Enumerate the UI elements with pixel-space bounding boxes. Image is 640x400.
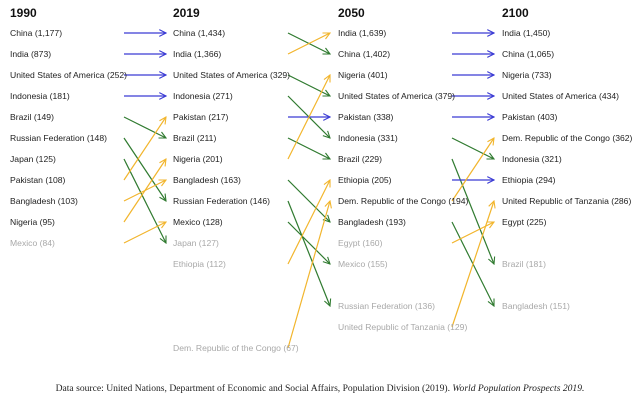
rank-arrow-up (287, 180, 330, 265)
country-entry: Bangladesh (163) (173, 175, 241, 185)
country-entry: Japan (127) (173, 238, 219, 248)
country-entry: Dem. Republic of the Congo (194) (338, 196, 469, 206)
country-entry: China (1,402) (338, 49, 391, 59)
rank-arrow-up (123, 222, 166, 244)
country-entry: Pakistan (338) (338, 112, 394, 122)
country-entry: China (1,065) (502, 49, 555, 59)
country-entry: Egypt (160) (338, 238, 383, 248)
country-entry: Bangladesh (193) (338, 217, 406, 227)
rank-arrow-down (451, 158, 494, 264)
country-entry: United Republic of Tanzania (286) (502, 196, 632, 206)
rank-arrow-down (123, 158, 166, 243)
rank-arrow-up (287, 33, 330, 55)
country-entry: Brazil (181) (502, 259, 546, 269)
country-entry: Mexico (84) (10, 238, 55, 248)
country-entry: Indonesia (181) (10, 91, 70, 101)
country-entry: Nigeria (401) (338, 70, 388, 80)
country-entry: Russian Federation (148) (10, 133, 107, 143)
country-entry: Nigeria (201) (173, 154, 223, 164)
country-entry: Pakistan (108) (10, 175, 66, 185)
footer-text: Data source: United Nations, Department … (55, 383, 453, 394)
country-entry: United States of America (329) (173, 70, 291, 80)
country-entry: Russian Federation (136) (338, 301, 435, 311)
country-entry: Dem. Republic of the Congo (67) (173, 343, 299, 353)
footer-publication-title: World Population Prospects 2019. (452, 383, 585, 394)
country-entry: Pakistan (217) (173, 112, 229, 122)
country-entry: Bangladesh (103) (10, 196, 78, 206)
country-entry: Ethiopia (112) (173, 259, 226, 269)
country-entry: India (1,639) (338, 28, 387, 38)
country-entry: Indonesia (271) (173, 91, 233, 101)
rank-arrow-down (287, 179, 330, 222)
country-entry: Mexico (128) (173, 217, 223, 227)
country-entry: China (1,434) (173, 28, 226, 38)
country-entry: Bangladesh (151) (502, 301, 570, 311)
country-entry: Japan (125) (10, 154, 56, 164)
country-entry: United States of America (252) (10, 70, 128, 80)
rank-arrow-down (287, 74, 330, 96)
data-source-footer: Data source: United Nations, Department … (0, 383, 640, 394)
country-entry: India (873) (10, 49, 52, 59)
rank-arrow-down (123, 137, 166, 201)
country-entry: Pakistan (403) (502, 112, 558, 122)
country-entry: Mexico (155) (338, 259, 388, 269)
country-entry: Brazil (211) (173, 133, 217, 143)
country-entry: United States of America (434) (502, 91, 620, 101)
rank-arrow-down (287, 221, 330, 264)
rank-arrow-down (123, 116, 166, 138)
country-entry: Indonesia (321) (502, 154, 562, 164)
country-entry: Brazil (229) (338, 154, 382, 164)
country-entry: United Republic of Tanzania (129) (338, 322, 468, 332)
rank-arrow-down (287, 200, 330, 306)
population-ranking-diagram: 1990 China (1,177) India (873) United State… (10, 0, 640, 353)
country-entry: Ethiopia (205) (338, 175, 392, 185)
country-entry: Egypt (225) (502, 217, 547, 227)
rank-arrow-down (451, 137, 494, 159)
rank-arrow-up (287, 201, 330, 349)
rank-arrow-up (123, 117, 166, 181)
rank-arrow-up (287, 75, 330, 160)
rank-arrow-up (451, 222, 494, 244)
country-entry: Indonesia (331) (338, 133, 398, 143)
country-entry: Brazil (149) (10, 112, 54, 122)
country-entry: Ethiopia (294) (502, 175, 556, 185)
country-entry: United States of America (379) (338, 91, 456, 101)
column-header-2100: 2100 (502, 6, 529, 20)
country-entry: Nigeria (95) (10, 217, 55, 227)
country-entry: India (1,366) (173, 49, 222, 59)
rank-arrow-up (123, 159, 166, 223)
rank-arrow-up (451, 201, 494, 328)
rank-arrow-up (451, 138, 494, 202)
column-header-2050: 2050 (338, 6, 365, 20)
rank-change-arrows (123, 0, 640, 349)
country-entry: China (1,177) (10, 28, 63, 38)
country-entry: Dem. Republic of the Congo (362) (502, 133, 633, 143)
column-header-1990: 1990 (10, 6, 37, 20)
column-header-2019: 2019 (173, 6, 200, 20)
country-entry: India (1,450) (502, 28, 551, 38)
country-entry: Nigeria (733) (502, 70, 552, 80)
rank-arrow-down (287, 137, 330, 159)
country-entry: Russian Federation (146) (173, 196, 270, 206)
